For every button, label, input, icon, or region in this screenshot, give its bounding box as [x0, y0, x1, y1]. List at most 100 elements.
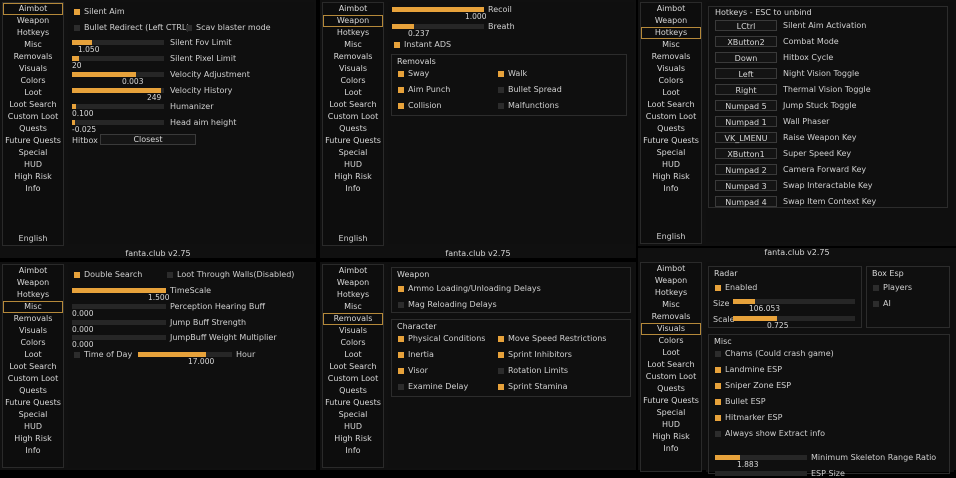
move-speed-restrictions-checkbox[interactable]: Move Speed Restrictions	[498, 334, 606, 343]
humanizer-slider[interactable]	[72, 104, 164, 109]
sidebar-item-colors[interactable]: Colors	[658, 336, 684, 345]
sidebar-item-loot-search[interactable]: Loot Search	[647, 100, 695, 109]
sidebar-item-misc[interactable]: Misc	[344, 302, 362, 311]
perception-slider[interactable]	[72, 304, 166, 309]
malfunctions-checkbox[interactable]: Malfunctions	[498, 101, 559, 110]
sidebar-item-info[interactable]: Info	[345, 184, 361, 193]
sidebar-item-quests[interactable]: Quests	[339, 124, 367, 133]
physical-conditions-checkbox[interactable]: Physical Conditions	[398, 334, 485, 343]
sidebar-item-future-quests[interactable]: Future Quests	[643, 396, 699, 405]
sidebar-item-weapon[interactable]: Weapon	[323, 15, 383, 27]
sidebar-item-loot[interactable]: Loot	[24, 88, 42, 97]
sidebar-item-high-risk[interactable]: High Risk	[334, 172, 372, 181]
sidebar-item-removals[interactable]: Removals	[13, 52, 53, 61]
ai-checkbox[interactable]: AI	[873, 299, 891, 308]
sidebar-item-info[interactable]: Info	[663, 444, 679, 453]
silent-pixel-limit-slider[interactable]	[72, 56, 164, 61]
hotkey-bind-raise-weapon-key[interactable]: VK_LMENU	[715, 132, 777, 143]
sidebar-item-visuals[interactable]: Visuals	[18, 326, 48, 335]
time-of-day-checkbox[interactable]: Time of Day	[74, 350, 132, 359]
sidebar-item-hud[interactable]: HUD	[343, 422, 363, 431]
sidebar-item-info[interactable]: Info	[663, 184, 679, 193]
sidebar-item-colors[interactable]: Colors	[20, 76, 46, 85]
radar-enabled-checkbox[interactable]: Enabled	[715, 283, 757, 292]
sidebar-item-special[interactable]: Special	[18, 410, 48, 419]
language-label[interactable]: English	[18, 234, 48, 243]
sidebar-item-hotkeys[interactable]: Hotkeys	[16, 28, 50, 37]
sidebar-item-loot-search[interactable]: Loot Search	[9, 100, 57, 109]
sidebar-item-weapon[interactable]: Weapon	[16, 16, 50, 25]
double-search-checkbox[interactable]: Double Search	[74, 270, 142, 279]
loot-through-walls-checkbox[interactable]: Loot Through Walls(Disabled)	[167, 270, 294, 279]
sidebar-item-misc[interactable]: Misc	[3, 301, 63, 313]
head-aim-height-slider[interactable]	[72, 120, 164, 125]
sidebar-item-quests[interactable]: Quests	[19, 124, 47, 133]
radar-size-slider[interactable]	[733, 299, 855, 304]
hotkey-bind-thermal-vision-toggle[interactable]: Right	[715, 84, 777, 95]
hour-slider[interactable]	[138, 352, 232, 357]
sidebar-item-future-quests[interactable]: Future Quests	[5, 398, 61, 407]
sidebar-item-removals[interactable]: Removals	[13, 314, 53, 323]
sidebar-item-visuals[interactable]: Visuals	[18, 64, 48, 73]
sidebar-item-special[interactable]: Special	[656, 148, 686, 157]
timescale-slider[interactable]	[72, 288, 166, 293]
sidebar-item-custom-loot[interactable]: Custom Loot	[7, 112, 59, 121]
sidebar-item-quests[interactable]: Quests	[339, 386, 367, 395]
sidebar-item-special[interactable]: Special	[656, 408, 686, 417]
sidebar-item-custom-loot[interactable]: Custom Loot	[327, 374, 379, 383]
sidebar-item-quests[interactable]: Quests	[19, 386, 47, 395]
hotkey-bind-wall-phaser[interactable]: Numpad 1	[715, 116, 777, 127]
sprint-stamina-checkbox[interactable]: Sprint Stamina	[498, 382, 568, 391]
jump-weight-slider[interactable]	[72, 335, 166, 340]
jump-buff-slider[interactable]	[72, 320, 166, 325]
collision-checkbox[interactable]: Collision	[398, 101, 442, 110]
always-show-extract-info-checkbox[interactable]: Always show Extract info	[715, 429, 825, 438]
sidebar-item-hotkeys[interactable]: Hotkeys	[641, 27, 701, 39]
sidebar-item-weapon[interactable]: Weapon	[16, 278, 50, 287]
sidebar-item-colors[interactable]: Colors	[658, 76, 684, 85]
sidebar-item-weapon[interactable]: Weapon	[654, 276, 688, 285]
sidebar-item-loot-search[interactable]: Loot Search	[9, 362, 57, 371]
sidebar-item-visuals[interactable]: Visuals	[656, 64, 686, 73]
hotkey-bind-swap-item-context-key[interactable]: Numpad 4	[715, 196, 777, 207]
hotkey-bind-silent-aim-activation[interactable]: LCtrl	[715, 20, 777, 31]
chams-could-crash-game-checkbox[interactable]: Chams (Could crash game)	[715, 349, 834, 358]
sidebar-item-removals[interactable]: Removals	[651, 52, 691, 61]
sidebar-item-visuals[interactable]: Visuals	[338, 64, 368, 73]
sidebar-item-special[interactable]: Special	[18, 148, 48, 157]
rotation-limits-checkbox[interactable]: Rotation Limits	[498, 366, 568, 375]
sidebar-item-custom-loot[interactable]: Custom Loot	[327, 112, 379, 121]
sidebar-item-info[interactable]: Info	[345, 446, 361, 455]
silent-fov-limit-slider[interactable]	[72, 40, 164, 45]
sidebar-item-hotkeys[interactable]: Hotkeys	[336, 28, 370, 37]
sidebar-item-special[interactable]: Special	[338, 148, 368, 157]
sidebar-item-aimbot[interactable]: Aimbot	[18, 266, 48, 275]
sidebar-item-misc[interactable]: Misc	[662, 300, 680, 309]
silent-aim-checkbox[interactable]: Silent Aim	[74, 7, 125, 16]
sidebar-item-hotkeys[interactable]: Hotkeys	[654, 288, 688, 297]
hotkey-bind-jump-stuck-toggle[interactable]: Numpad 5	[715, 100, 777, 111]
sway-checkbox[interactable]: Sway	[398, 69, 429, 78]
language-label[interactable]: English	[338, 234, 368, 243]
sidebar-item-misc[interactable]: Misc	[344, 40, 362, 49]
sidebar-item-aimbot[interactable]: Aimbot	[338, 266, 368, 275]
bullet-esp-checkbox[interactable]: Bullet ESP	[715, 397, 766, 406]
examine-delay-checkbox[interactable]: Examine Delay	[398, 382, 468, 391]
instant-ads-checkbox[interactable]: Instant ADS	[394, 40, 451, 49]
ammo-delay-checkbox[interactable]: Ammo Loading/Unloading Delays	[398, 284, 541, 293]
hotkey-bind-combat-mode[interactable]: XButton2	[715, 36, 777, 47]
inertia-checkbox[interactable]: Inertia	[398, 350, 434, 359]
sidebar-item-loot-search[interactable]: Loot Search	[329, 362, 377, 371]
walk-checkbox[interactable]: Walk	[498, 69, 527, 78]
sidebar-item-loot[interactable]: Loot	[662, 348, 680, 357]
hotkey-bind-swap-interactable-key[interactable]: Numpad 3	[715, 180, 777, 191]
sidebar-item-colors[interactable]: Colors	[20, 338, 46, 347]
sidebar-item-hud[interactable]: HUD	[661, 160, 681, 169]
sidebar-item-aimbot[interactable]: Aimbot	[656, 4, 686, 13]
bullet-redirect-checkbox[interactable]: Bullet Redirect (Left CTRL)	[74, 23, 189, 32]
sidebar-item-removals[interactable]: Removals	[333, 52, 373, 61]
bullet-spread-checkbox[interactable]: Bullet Spread	[498, 85, 562, 94]
sidebar-item-future-quests[interactable]: Future Quests	[5, 136, 61, 145]
sidebar-item-misc[interactable]: Misc	[662, 40, 680, 49]
sidebar-item-quests[interactable]: Quests	[657, 124, 685, 133]
